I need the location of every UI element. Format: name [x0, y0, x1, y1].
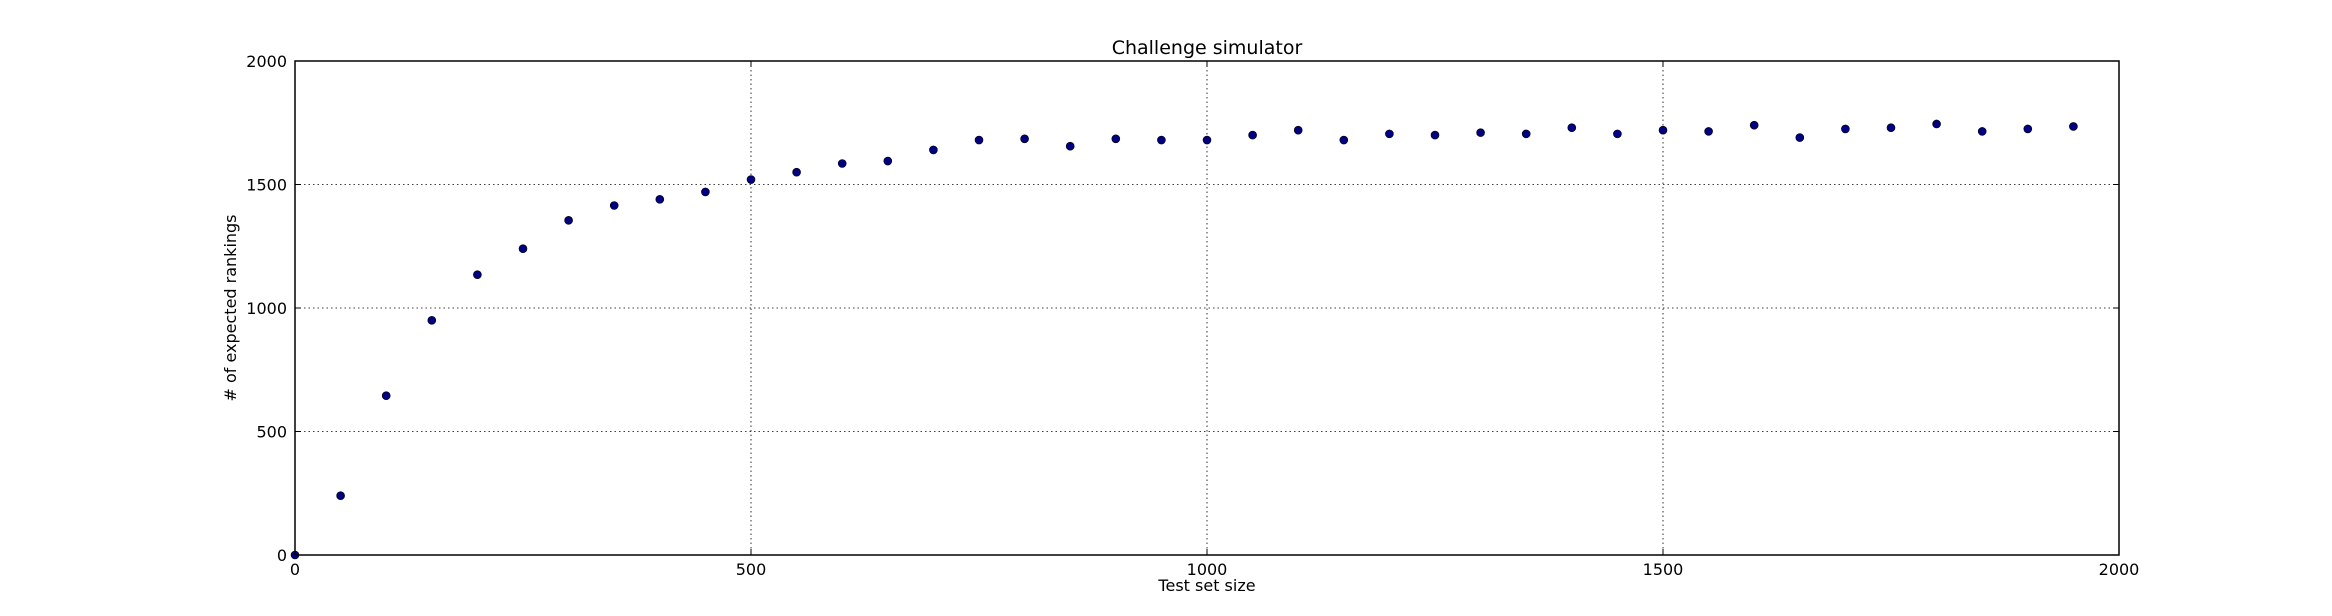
data-point — [746, 175, 756, 184]
data-point — [1567, 123, 1577, 132]
data-point — [1065, 141, 1075, 151]
data-point — [1704, 127, 1713, 136]
data-point — [1248, 130, 1257, 140]
x-tick-label: 1000 — [1187, 560, 1228, 579]
data-point — [1521, 129, 1531, 139]
x-axis-label: Test set size — [1157, 576, 1255, 595]
data-point — [1430, 130, 1440, 140]
data-point — [473, 270, 482, 279]
y-tick-label: 2000 — [246, 52, 287, 71]
y-axis-label: # of expected rankings — [221, 214, 240, 401]
data-point — [1658, 125, 1668, 135]
data-points — [290, 119, 2078, 560]
data-point — [1476, 128, 1485, 137]
data-point — [655, 195, 665, 204]
data-point — [1339, 135, 1349, 145]
y-tick-label: 1500 — [246, 176, 287, 195]
data-point — [336, 491, 345, 501]
data-point — [974, 135, 984, 145]
data-point — [1841, 124, 1850, 134]
data-point — [1749, 120, 1759, 130]
data-point — [883, 156, 893, 166]
data-point — [929, 145, 938, 155]
data-point — [564, 216, 573, 225]
data-point — [701, 187, 710, 197]
data-point — [837, 159, 847, 168]
data-point — [609, 201, 619, 210]
data-point — [427, 316, 437, 325]
data-point — [2023, 124, 2033, 134]
x-tick-label: 500 — [736, 560, 767, 579]
chart-title: Challenge simulator — [1112, 37, 1303, 59]
x-tick-label: 0 — [290, 560, 300, 579]
data-point — [2069, 122, 2078, 131]
data-point — [1157, 135, 1166, 145]
x-tick-label: 1500 — [1643, 560, 1684, 579]
data-point — [1886, 123, 1896, 132]
data-point — [381, 391, 391, 400]
x-tick-label: 2000 — [2099, 560, 2140, 579]
data-point — [792, 167, 801, 177]
axis-ticks: 0 500 1000 1500 2000 0 500 1000 1500 2000 — [246, 52, 2139, 579]
data-point — [1795, 133, 1805, 142]
data-point — [518, 244, 528, 254]
data-point — [1202, 135, 1212, 145]
y-tick-label: 1000 — [246, 299, 287, 318]
y-tick-label: 0 — [277, 546, 287, 565]
data-point — [1977, 127, 1987, 136]
data-point — [1613, 129, 1622, 139]
data-point — [1111, 134, 1121, 144]
data-point — [1293, 125, 1303, 135]
data-point — [1932, 119, 1941, 129]
y-tick-label: 500 — [256, 423, 287, 442]
data-point — [1385, 129, 1394, 139]
data-point — [1020, 134, 1029, 144]
